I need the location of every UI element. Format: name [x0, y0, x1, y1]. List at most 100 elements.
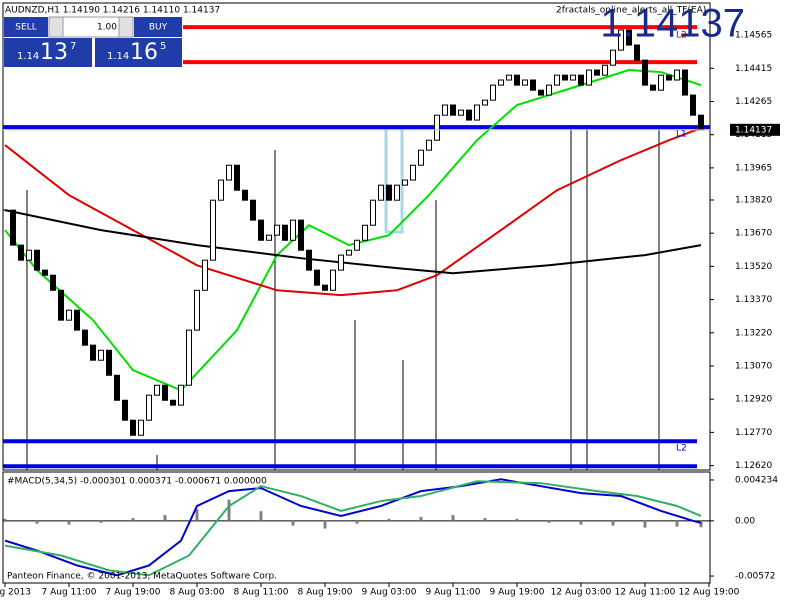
candle — [58, 289, 64, 321]
y-tick-label: 1.13370 — [735, 295, 772, 305]
candle — [122, 399, 128, 421]
candle — [610, 49, 616, 66]
candle — [618, 29, 624, 51]
macd-bar — [643, 520, 647, 528]
big-price: 1.14137 — [600, 2, 745, 46]
candle — [554, 74, 560, 86]
candle — [306, 249, 312, 271]
candle — [322, 284, 328, 291]
candle — [682, 69, 688, 96]
x-tick-label: 8 Aug 03:00 — [170, 588, 225, 598]
candle — [186, 329, 192, 386]
macd-bar — [67, 520, 71, 525]
macd-bar — [483, 517, 487, 521]
fractal-lines — [26, 125, 660, 470]
x-tick-label: 8 Aug 11:00 — [234, 588, 289, 598]
level-label: L2 — [676, 31, 687, 41]
candle — [194, 289, 200, 331]
macd-bar — [195, 509, 199, 521]
trade-panel: SELL 1.00 BUY 1.14 13 7 1.14 16 5 — [4, 16, 182, 67]
candle — [178, 384, 184, 406]
candle — [138, 419, 144, 436]
sell-button[interactable] — [4, 17, 48, 37]
moving-average — [4, 127, 702, 297]
main-frame — [2, 2, 711, 471]
lot-spinner[interactable] — [48, 16, 64, 38]
candle — [170, 399, 176, 406]
candle — [490, 84, 496, 101]
candle — [530, 79, 536, 91]
candle — [690, 94, 696, 116]
x-tick-label: 8 Aug 19:00 — [298, 588, 353, 598]
y-tick-label: 1.12920 — [735, 395, 772, 405]
macd-bar — [611, 520, 615, 526]
candle — [346, 249, 352, 256]
buy-label: BUY — [149, 23, 168, 33]
symbol-info: AUDNZD,H1 1.14190 1.14216 1.14110 1.1413… — [5, 6, 220, 16]
candle — [82, 329, 88, 346]
lot-spinner[interactable] — [118, 16, 134, 38]
candle — [474, 104, 480, 121]
candle — [42, 269, 48, 276]
macd-y-tick-label: 0.004234 — [735, 475, 778, 485]
candle — [522, 79, 528, 86]
candle — [626, 29, 632, 46]
candle — [242, 189, 248, 201]
y-tick-label: 1.13520 — [735, 262, 772, 272]
y-tick-label: 1.13965 — [735, 163, 772, 173]
macd-bar — [515, 518, 519, 521]
macd-title: #MACD(5,34,5) -0.000301 0.000371 -0.0006… — [7, 477, 267, 487]
candle — [114, 374, 120, 401]
candle — [450, 104, 456, 116]
candle — [402, 179, 408, 186]
candle — [602, 64, 608, 76]
macd-bar — [163, 515, 167, 521]
candle — [378, 184, 384, 201]
candle — [498, 79, 504, 86]
x-tick-label: 12 Aug 03:00 — [551, 588, 612, 598]
macd-bar — [259, 511, 263, 521]
macd-bar — [451, 515, 455, 521]
buy-button[interactable] — [134, 17, 182, 37]
y-tick-label: 1.12770 — [735, 428, 772, 438]
candle — [514, 74, 520, 86]
ea-name: 2fractals_online_alerts_all_TF(EA) — [556, 6, 706, 16]
x-tick-label: 7 Aug 11:00 — [42, 588, 97, 598]
y-tick-label: 1.13220 — [735, 328, 772, 338]
candle — [506, 74, 512, 81]
candle — [162, 384, 168, 401]
candle — [50, 274, 56, 291]
ask-fraction: 5 — [160, 41, 166, 52]
candle — [330, 269, 336, 291]
macd-bar — [227, 499, 231, 521]
ask-box[interactable] — [95, 38, 182, 67]
bid-box[interactable] — [4, 38, 92, 67]
candle — [666, 74, 672, 81]
macd-bar — [699, 520, 703, 528]
macd-bar — [35, 520, 39, 524]
candle — [258, 219, 264, 241]
macd-bar — [291, 520, 295, 526]
copyright: Panteon Finance, © 2001-2013, MetaQuotes… — [7, 572, 277, 582]
candle — [106, 349, 112, 376]
candle — [386, 184, 392, 201]
candle — [426, 139, 432, 151]
candle — [282, 224, 288, 241]
signal-line — [4, 480, 702, 577]
x-tick-label: 7 Aug 19:00 — [106, 588, 161, 598]
x-tick-label: 12 Aug 19:00 — [679, 588, 740, 598]
candle — [66, 309, 72, 321]
candle — [226, 164, 232, 181]
candle — [146, 394, 152, 421]
candle — [34, 249, 40, 271]
candle — [442, 104, 448, 116]
candle — [354, 239, 360, 251]
candle — [658, 74, 664, 91]
candle — [410, 164, 416, 181]
macd-y-tick-label: -0.00572 — [735, 572, 775, 582]
sell-label: SELL — [15, 23, 36, 33]
candle — [210, 199, 216, 261]
candle — [274, 224, 280, 236]
macd-y-tick-label: 0.00 — [735, 516, 755, 526]
level-label: L1 — [676, 130, 687, 140]
